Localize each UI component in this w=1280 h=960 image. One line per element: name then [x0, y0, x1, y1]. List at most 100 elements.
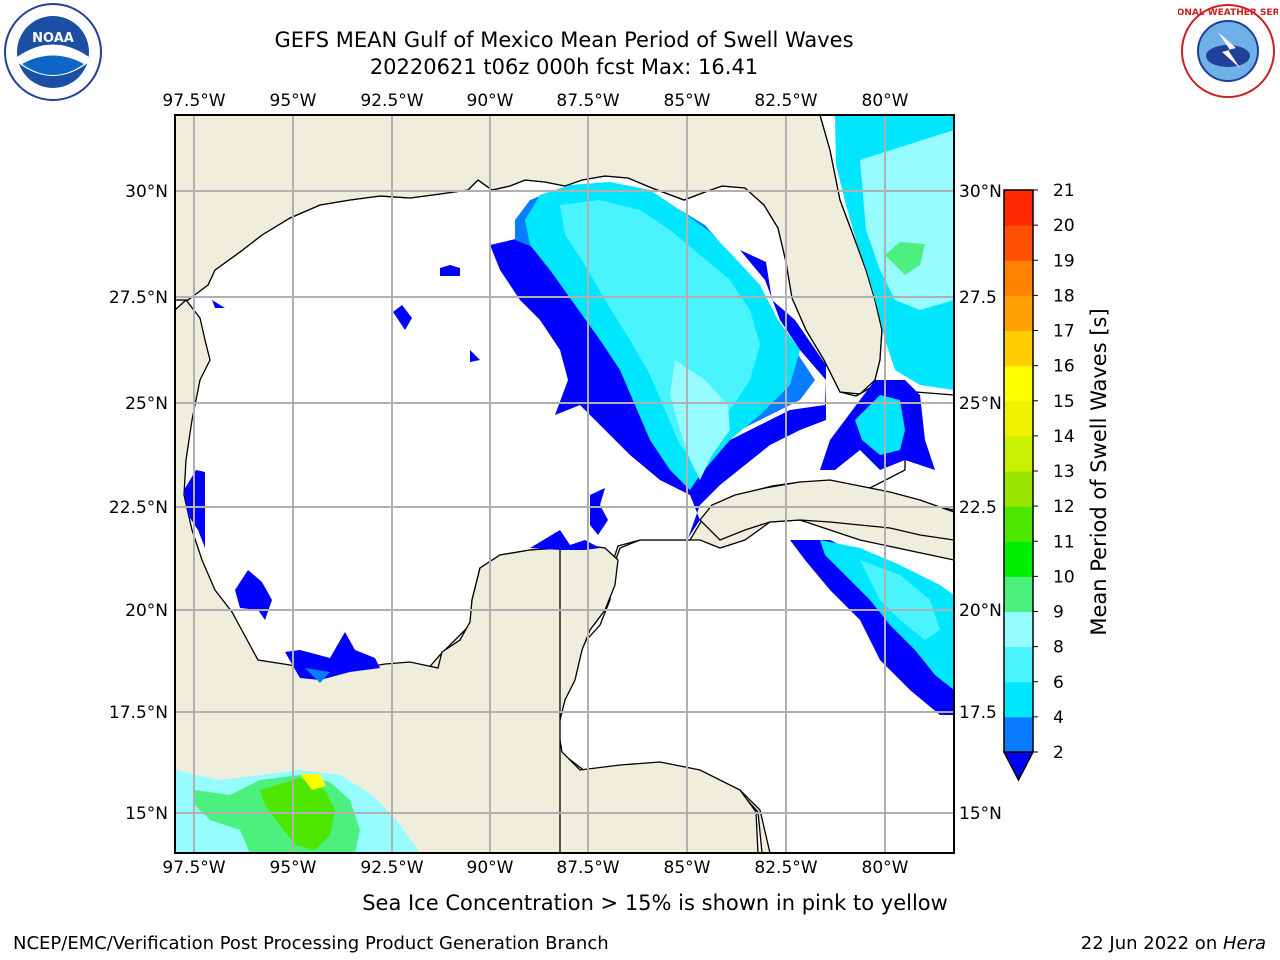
lon-label: 90°W [467, 858, 514, 878]
lon-label: 85°W [664, 858, 711, 878]
nws-logo: NATIONAL WEATHER SERVICE [1178, 4, 1278, 98]
contour-atlantic-light [860, 130, 954, 310]
colorbar-tick-label: 14 [1053, 427, 1075, 447]
colorbar-tick-label: 4 [1053, 708, 1064, 728]
colorbar-extend-low [1002, 751, 1035, 782]
colorbar-tick-label: 18 [1053, 286, 1075, 306]
colorbar-tick-label: 19 [1053, 251, 1075, 271]
contour-campeche [285, 632, 380, 680]
credit-left: NCEP/EMC/Verification Post Processing Pr… [13, 933, 609, 954]
colorbar-tick-label: 17 [1053, 322, 1075, 342]
colorbar-segment [1004, 506, 1033, 542]
noaa-logo: NOAA [4, 3, 102, 101]
lat-labels-right: 30°N 27.5 25°N 22.5 20°N 17.5 15°N [959, 182, 1002, 824]
colorbar-segment [1004, 260, 1033, 296]
colorbar-segment [1004, 295, 1033, 331]
contour-patch-2 [393, 305, 412, 330]
colorbar-tick-label: 20 [1053, 216, 1075, 236]
lat-label: 22.5 [959, 498, 997, 518]
lon-labels-top: 97.5°W 95°W 92.5°W 90°W 87.5°W 85°W 82.5… [162, 91, 908, 111]
lon-label: 95°W [270, 858, 317, 878]
lon-label: 92.5°W [360, 91, 423, 111]
colorbar-segment [1004, 611, 1033, 648]
map-subtitle: 20220621 t06z 000h fcst Max: 16.41 [369, 55, 759, 79]
contour-9-10 [670, 360, 730, 480]
lat-label: 17.5°N [109, 703, 168, 723]
colorbar-segment [1004, 646, 1033, 683]
colorbar-tick-label: 10 [1053, 567, 1075, 587]
colorbar-segment [1004, 716, 1033, 753]
lat-label: 15°N [959, 804, 1002, 824]
colorbar-segment [1004, 471, 1033, 507]
svg-text:NATIONAL WEATHER SERVICE: NATIONAL WEATHER SERVICE [1178, 8, 1278, 18]
contour-patch-1 [440, 265, 460, 276]
colorbar-segment [1004, 541, 1033, 577]
credit-host: Hera [1222, 933, 1266, 954]
graticule [175, 115, 954, 853]
contour-yucatan-n2 [590, 488, 608, 535]
lon-label: 92.5°W [360, 858, 423, 878]
colorbar-segment [1004, 365, 1033, 402]
lon-label: 82.5°W [754, 91, 817, 111]
lat-label: 25°N [959, 394, 1002, 414]
svg-text:NOAA: NOAA [32, 31, 74, 46]
colorbar-tick-label: 13 [1053, 462, 1075, 482]
lon-label: 97.5°W [162, 91, 225, 111]
lat-labels-left: 30°N 27.5°N 25°N 22.5°N 20°N 17.5°N 15°N [109, 182, 168, 824]
colorbar-tick-label: 15 [1053, 392, 1075, 412]
colorbar-tick-label: 16 [1053, 357, 1075, 377]
lat-label: 27.5 [959, 288, 997, 308]
ice-note: Sea Ice Concentration > 15% is shown in … [362, 891, 948, 915]
colorbar-segment [1004, 400, 1033, 437]
colorbar-segment [1004, 190, 1033, 226]
contour-caribbean-cyan [820, 540, 954, 690]
lon-label: 85°W [664, 91, 711, 111]
lon-label: 87.5°W [556, 91, 619, 111]
lon-label: 95°W [270, 91, 317, 111]
lat-label: 20°N [959, 601, 1002, 621]
colorbar-segment [1004, 681, 1033, 718]
cuba-land [699, 479, 954, 541]
credit-date: 22 Jun 2022 on [1080, 933, 1223, 954]
swell-contours [175, 115, 954, 853]
map-content [175, 115, 954, 853]
lon-labels-bottom: 97.5°W 95°W 92.5°W 90°W 87.5°W 85°W 82.5… [162, 858, 908, 878]
contour-atlantic-green [885, 242, 925, 275]
lat-label: 27.5°N [109, 288, 168, 308]
contour-campeche-cyan [305, 668, 330, 683]
lat-label: 17.5 [959, 703, 997, 723]
colorbar-segment [1004, 435, 1033, 472]
lat-label: 20°N [125, 601, 168, 621]
colorbar-tick-label: 12 [1053, 497, 1075, 517]
colorbar-segment [1004, 576, 1033, 612]
contour-caribbean-light [860, 560, 940, 640]
lat-label: 30°N [959, 182, 1002, 202]
lon-label: 80°W [862, 91, 909, 111]
lon-label: 97.5°W [162, 858, 225, 878]
lon-label: 80°W [862, 858, 909, 878]
colorbar-tick-label: 21 [1053, 181, 1075, 201]
colorbar: 2 4 6 8 9 10 11 12 13 14 15 16 17 18 19 20 21 [1002, 181, 1075, 782]
credit-right: 22 Jun 2022 on Hera [1081, 933, 1266, 954]
colorbar-tick-label: 9 [1053, 603, 1064, 623]
map-frame [174, 114, 955, 854]
colorbar-tick-label: 11 [1053, 532, 1075, 552]
contour-patch-3 [470, 350, 480, 362]
lat-label: 30°N [125, 182, 168, 202]
lat-label: 22.5°N [109, 498, 168, 518]
lon-label: 82.5°W [754, 858, 817, 878]
contour-bahamas-cyan [855, 395, 905, 455]
colorbar-tick-label: 6 [1053, 673, 1064, 693]
contour-yucatan-n [530, 530, 600, 550]
lon-label: 90°W [467, 91, 514, 111]
colorbar-segment [1004, 330, 1033, 367]
lat-label: 25°N [125, 394, 168, 414]
colorbar-segment [1004, 225, 1033, 261]
contour-patch-4 [212, 300, 225, 308]
map-title: GEFS MEAN Gulf of Mexico Mean Period of … [274, 28, 854, 52]
lat-label: 15°N [125, 804, 168, 824]
colorbar-tick-label: 2 [1053, 743, 1064, 763]
contour-mexico-coast-2 [235, 570, 272, 620]
colorbar-label: Mean Period of Swell Waves [s] [1087, 308, 1111, 635]
